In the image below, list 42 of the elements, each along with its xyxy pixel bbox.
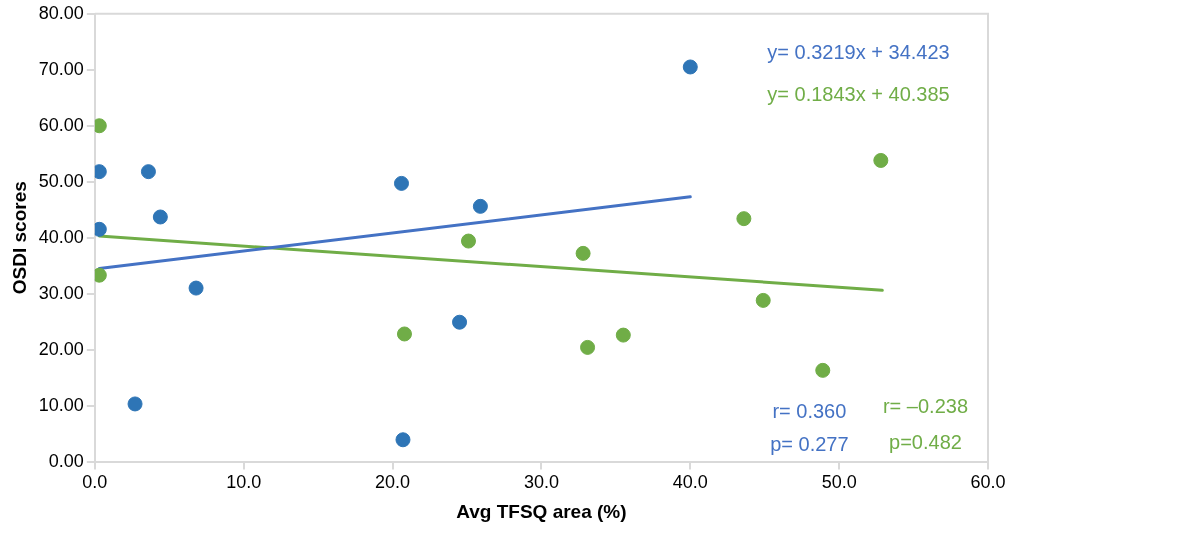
y-tick-label: 40.00 xyxy=(38,226,84,247)
point xyxy=(755,292,771,308)
y-tick-label: 60.00 xyxy=(38,114,84,135)
point xyxy=(452,314,468,330)
point xyxy=(873,152,889,168)
x-tick-label: 50.0 xyxy=(821,472,857,493)
point xyxy=(472,198,488,214)
point xyxy=(152,209,168,225)
annotation: r= –0.238 xyxy=(882,395,969,418)
y-tick-label: 70.00 xyxy=(38,58,84,79)
annotation: y= 0.1843x + 40.385 xyxy=(767,83,950,106)
point xyxy=(140,164,156,180)
annotation: p=0.482 xyxy=(889,431,962,454)
point xyxy=(682,59,698,75)
point xyxy=(396,326,412,342)
x-tick-label: 10.0 xyxy=(226,472,262,493)
point xyxy=(575,245,591,261)
annotation: y= 0.3219x + 34.423 xyxy=(767,40,950,63)
annotation: r= 0.360 xyxy=(772,399,847,422)
annotation: p= 0.277 xyxy=(770,433,849,456)
x-tick-label: 0.0 xyxy=(82,472,108,493)
point xyxy=(615,327,631,343)
y-tick-label: 50.00 xyxy=(38,170,84,191)
point xyxy=(188,280,204,296)
y-axis-title: OSDI scores xyxy=(8,181,30,295)
point xyxy=(580,339,596,355)
y-tick-label: 80.00 xyxy=(38,2,84,23)
x-axis-title: Avg TFSQ area (%) xyxy=(456,500,627,522)
point xyxy=(815,362,831,378)
y-tick-label: 0.00 xyxy=(48,450,84,471)
y-tick-label: 30.00 xyxy=(38,282,84,303)
point xyxy=(393,175,409,191)
y-tick-label: 20.00 xyxy=(38,338,84,359)
y-tick-label: 10.00 xyxy=(38,394,84,415)
point xyxy=(460,233,476,249)
x-tick-label: 40.0 xyxy=(672,472,708,493)
point xyxy=(127,396,143,412)
point xyxy=(736,211,752,227)
x-tick-label: 20.0 xyxy=(375,472,411,493)
point xyxy=(395,432,411,448)
x-tick-label: 60.0 xyxy=(970,472,1006,493)
x-tick-label: 30.0 xyxy=(523,472,559,493)
